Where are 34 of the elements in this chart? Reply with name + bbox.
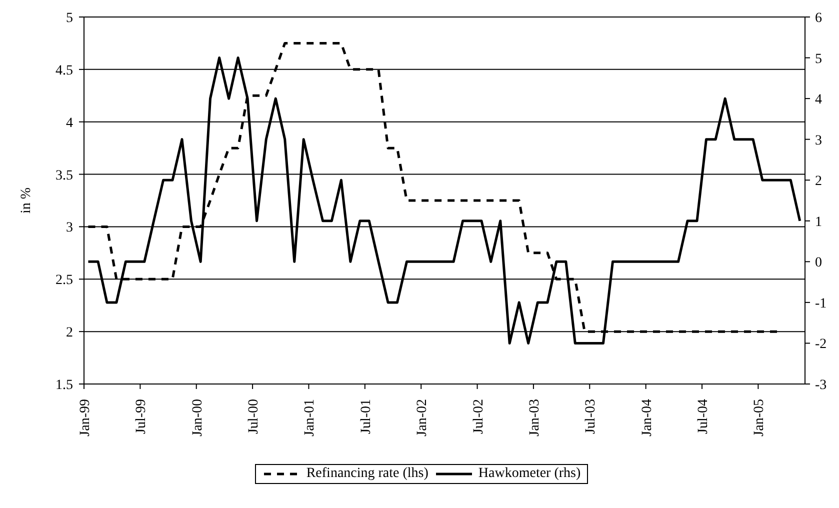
x-tick-label: Jan-01 <box>302 399 318 436</box>
x-tick-label: Jul-02 <box>471 399 486 434</box>
legend-label: Refinancing rate (lhs) <box>306 466 428 482</box>
y-axis-title: in % <box>19 187 34 214</box>
y2-tick-label: 5 <box>815 52 822 67</box>
y2-tick-label: 1 <box>815 214 822 230</box>
x-tick-label: Jul-04 <box>696 399 711 434</box>
legend-label: Hawkometer (rhs) <box>478 466 581 482</box>
y2-tick-label: -1 <box>815 296 827 312</box>
x-tick-label: Jan-02 <box>415 399 430 436</box>
x-tick-label: Jan-99 <box>78 399 93 436</box>
y-tick-label: 2 <box>66 326 73 341</box>
x-tick-label: Jul-01 <box>358 399 374 434</box>
x-tick-label: Jan-00 <box>190 399 206 436</box>
x-tick-label: Jan-03 <box>527 399 542 436</box>
y2-tick-label: 3 <box>815 133 822 148</box>
y-tick-label: 4 <box>66 116 73 131</box>
x-tick-label: Jul-03 <box>584 399 599 434</box>
y2-tick-label: -2 <box>815 337 827 352</box>
x-tick-label: Jan-04 <box>640 399 655 436</box>
y2-tick-label: 2 <box>815 174 822 190</box>
y-tick-label: 3 <box>66 220 73 236</box>
y2-tick-label: 0 <box>815 256 822 271</box>
y-tick-label: 4.5 <box>56 63 73 78</box>
y2-tick-label: 6 <box>815 11 822 26</box>
y-tick-label: 5 <box>66 11 73 26</box>
y-tick-label: 1.5 <box>56 378 73 393</box>
x-tick-label: Jan-05 <box>752 399 768 436</box>
y-tick-label: 2.5 <box>56 273 73 288</box>
y-tick-label: 3.5 <box>56 168 73 184</box>
y2-tick-label: 4 <box>815 92 822 108</box>
x-tick-label: Jul-99 <box>134 399 150 434</box>
y2-tick-label: -3 <box>815 378 827 393</box>
x-tick-label: Jul-00 <box>246 399 262 434</box>
